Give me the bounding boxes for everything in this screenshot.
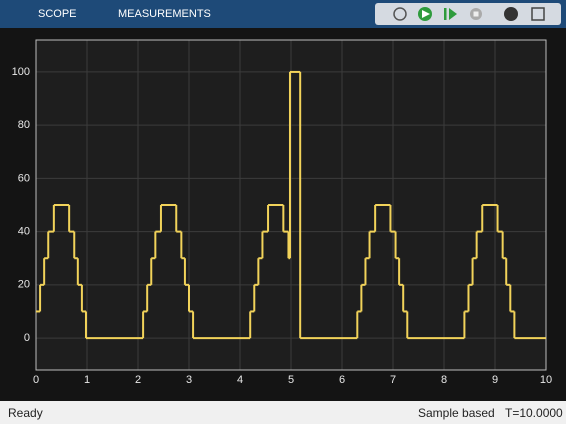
y-tick-label: 80 — [18, 119, 30, 131]
y-tick-label: 20 — [18, 279, 30, 291]
x-tick-label: 1 — [84, 374, 90, 386]
x-tick-label: 4 — [237, 374, 243, 386]
stop-icon — [473, 11, 479, 17]
x-tick-label: 5 — [288, 374, 294, 386]
x-tick-label: 8 — [441, 374, 447, 386]
y-tick-label: 40 — [18, 226, 30, 238]
x-tick-label: 2 — [135, 374, 141, 386]
status-text: Ready — [8, 406, 43, 420]
x-tick-label: 0 — [33, 374, 39, 386]
help-button[interactable] — [504, 7, 518, 21]
run-icon — [422, 10, 430, 18]
sim-time: T=10.0000 — [505, 406, 563, 420]
x-tick-label: 9 — [492, 374, 498, 386]
settings-button[interactable] — [393, 7, 407, 21]
toolbar — [375, 3, 561, 25]
toolbar-icons — [393, 7, 545, 21]
x-tick-label: 10 — [540, 374, 552, 386]
tab[interactable]: SCOPE — [38, 8, 77, 20]
axes-frame — [35, 39, 547, 371]
x-tick-label: 3 — [186, 374, 192, 386]
step-icon — [449, 8, 457, 20]
step-button[interactable] — [444, 8, 447, 20]
y-tick-label: 0 — [24, 332, 30, 344]
y-tick-label: 100 — [12, 66, 30, 78]
x-tick-label: 6 — [339, 374, 345, 386]
sample-mode: Sample based — [418, 406, 495, 420]
x-tick-label: 7 — [390, 374, 396, 386]
undock-button[interactable] — [531, 7, 545, 21]
toolstrip: SCOPE MEASUREMENTS — [0, 0, 566, 28]
status-bar: Ready Sample based T=10.0000 — [0, 401, 566, 424]
y-tick-label: 60 — [18, 172, 30, 184]
tab[interactable]: MEASUREMENTS — [118, 8, 211, 20]
plot: 0 20 40 60 80 100 0 1 2 3 4 5 6 7 8 9 10 — [12, 39, 552, 386]
